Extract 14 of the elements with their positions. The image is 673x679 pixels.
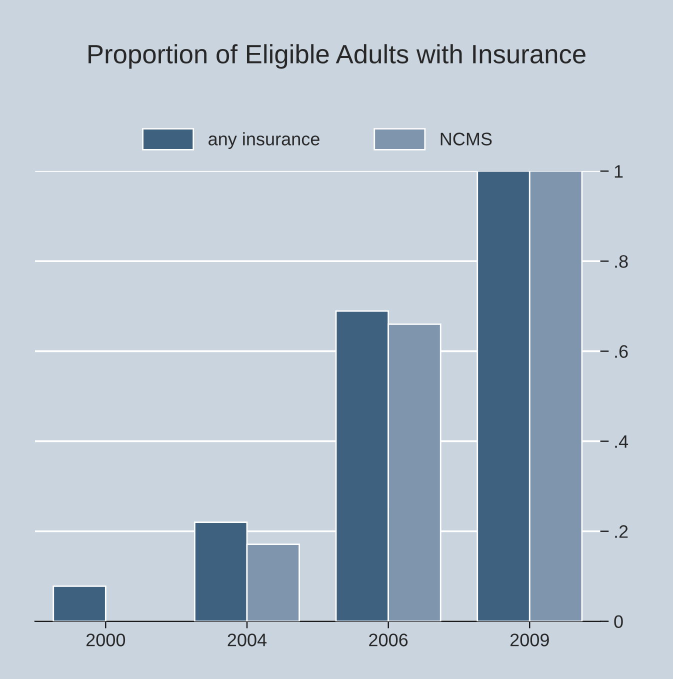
x-tick-label: 2000 bbox=[86, 634, 126, 646]
bar bbox=[52, 585, 106, 622]
y-tick-label: .8 bbox=[615, 255, 628, 268]
y-tick-label: .2 bbox=[615, 525, 628, 538]
y-tick-label: 0 bbox=[614, 615, 623, 628]
y-tick-label: 1 bbox=[614, 165, 623, 178]
legend-label: any insurance bbox=[208, 132, 320, 150]
x-tick-label: 2009 bbox=[510, 634, 549, 646]
y-tick-label: .6 bbox=[615, 345, 628, 358]
y-tick-label: .4 bbox=[615, 435, 628, 448]
chart-title: Proportion of Eligible Adults with Insurance bbox=[88, 44, 586, 69]
x-tick-label: 2004 bbox=[228, 634, 267, 646]
x-tick-label: 2006 bbox=[369, 634, 408, 646]
legend-label: NCMS bbox=[440, 132, 492, 146]
